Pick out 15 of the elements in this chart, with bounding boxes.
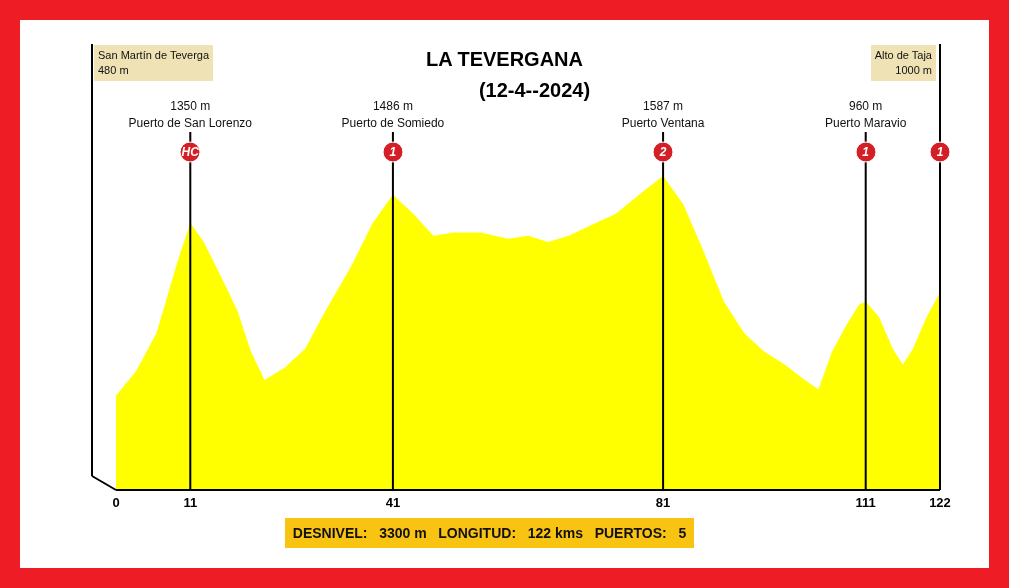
x-tick-label: 122 [929,495,951,511]
x-tick-label: 81 [655,495,671,511]
x-tick-label: 111 [855,495,876,511]
text: San Martín de Teverga 480 m [94,45,214,81]
ref-line-label: 1350 m Puerto de San Lorenzo [128,99,253,130]
chart-subtitle: (12-4--2024) [478,79,591,101]
text: Alto de Taja 1000 m [870,45,936,81]
x-tick-label: 0 [112,495,120,511]
ref-line-label: 1486 m Puerto de Somiedo [341,99,445,130]
chart-title: LA TEVERGANA [425,48,584,70]
ref-line-label: 1587 m Puerto Ventana [621,99,705,130]
ref-line-label: 960 m Puerto Maravio [825,99,907,130]
x-tick-label: 41 [385,495,401,511]
x-tick-label: 11 [183,495,198,511]
text: DESNIVEL: 3300 m LONGITUD: 122 kms PUERTOS: 5 [284,518,695,548]
